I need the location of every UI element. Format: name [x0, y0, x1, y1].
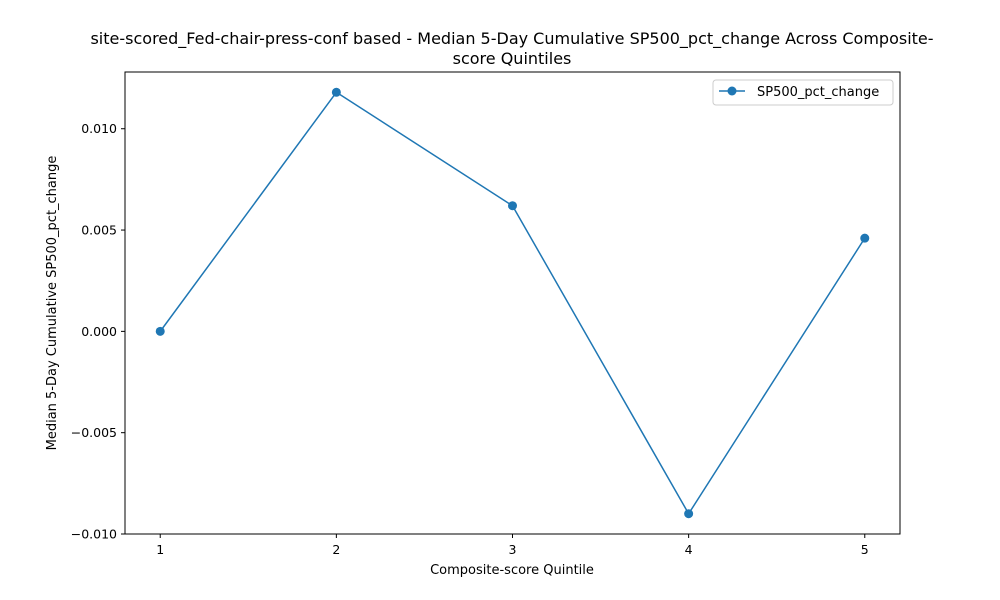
chart-title-line-1: site-scored_Fed-chair-press-conf based -…: [90, 29, 933, 49]
legend: SP500_pct_change: [712, 79, 894, 106]
x-tick-label: 3: [509, 542, 517, 557]
data-point-marker: [860, 233, 870, 243]
y-tick-label: −0.005: [71, 425, 117, 440]
data-point-marker: [331, 87, 341, 97]
x-tick-label: 5: [861, 542, 869, 557]
x-tick-label: 2: [332, 542, 340, 557]
data-point-marker: [155, 326, 165, 336]
legend-marker-swatch: [727, 86, 737, 96]
chart-title-line-2: score Quintiles: [453, 49, 572, 68]
data-point-marker: [508, 201, 517, 211]
data-point-marker: [684, 509, 694, 519]
y-tick-label: 0.005: [81, 223, 117, 238]
x-axis-label: Composite-score Quintile: [430, 563, 594, 578]
y-axis-ticks: −0.010 −0.005 0.000 0.005 0.010: [71, 121, 125, 542]
y-axis-label: Median 5-Day Cumulative SP500_pct_change: [45, 156, 60, 451]
x-tick-label: 4: [685, 542, 693, 557]
y-tick-label: 0.010: [81, 121, 117, 136]
y-tick-label: 0.000: [81, 324, 117, 339]
x-tick-label: 1: [156, 542, 164, 557]
legend-frame: [712, 79, 894, 106]
legend-label-sp500: SP500_pct_change: [757, 85, 879, 100]
plot-area: [155, 87, 870, 519]
x-axis-ticks: 1 2 3 4 5: [156, 534, 869, 557]
y-tick-label: −0.010: [71, 527, 117, 542]
